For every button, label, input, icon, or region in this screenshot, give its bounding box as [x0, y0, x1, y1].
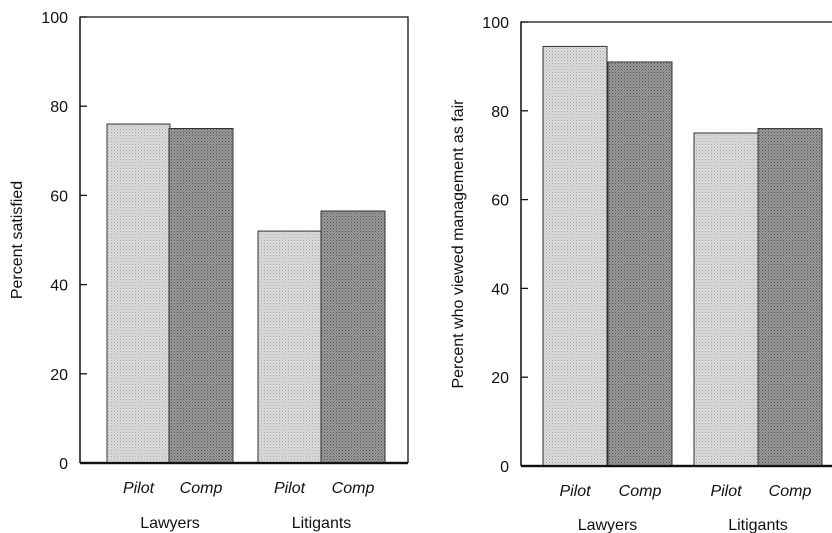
- bar-label: Pilot: [274, 480, 306, 497]
- bar-label: Pilot: [123, 480, 155, 497]
- y-tick-label: 100: [482, 15, 509, 32]
- bar-litigants-comp: [757, 128, 823, 467]
- bar-label: Pilot: [559, 483, 591, 500]
- group-label-litigants: Litigants: [728, 517, 788, 533]
- group-label-litigants: Litigants: [292, 515, 352, 532]
- y-tick-label: 100: [41, 10, 68, 27]
- chart-1: 0 20 40 60 80 100 Percent satisfied Pilot Comp La…: [9, 10, 409, 532]
- y-axis-title: Percent satisfied: [9, 181, 26, 299]
- bar-lawyers-comp: [168, 128, 234, 464]
- bar-label: Comp: [332, 480, 375, 497]
- y-tick-label: 0: [500, 459, 509, 476]
- chart-2: 0 20 40 60 80 100 Percent who viewed managemen…: [450, 15, 832, 533]
- y-tick-label: 80: [491, 104, 509, 121]
- y-tick-label: 20: [50, 367, 68, 384]
- y-tick-label: 40: [491, 281, 509, 298]
- y-tick-label: 80: [50, 99, 68, 116]
- bar-litigants-pilot: [693, 132, 759, 467]
- bar-litigants-pilot: [257, 230, 322, 464]
- bar-label: Comp: [180, 480, 223, 497]
- bar-lawyers-comp: [607, 61, 673, 467]
- y-tick-label: 40: [50, 278, 68, 295]
- y-tick-label: 20: [491, 370, 509, 387]
- group-label-lawyers: Lawyers: [140, 515, 200, 532]
- y-tick-label: 60: [491, 193, 509, 210]
- bar-label: Comp: [769, 483, 812, 500]
- bar-litigants-comp: [320, 210, 386, 464]
- bar-lawyers-pilot: [106, 123, 171, 464]
- y-tick-label: 60: [50, 188, 68, 205]
- y-tick-label: 0: [59, 456, 68, 473]
- bar-lawyers-pilot: [542, 45, 608, 467]
- bar-label: Comp: [619, 483, 662, 500]
- bar-label: Pilot: [710, 483, 742, 500]
- group-label-lawyers: Lawyers: [578, 517, 638, 533]
- y-axis-title: Percent who viewed management as fair: [450, 99, 467, 389]
